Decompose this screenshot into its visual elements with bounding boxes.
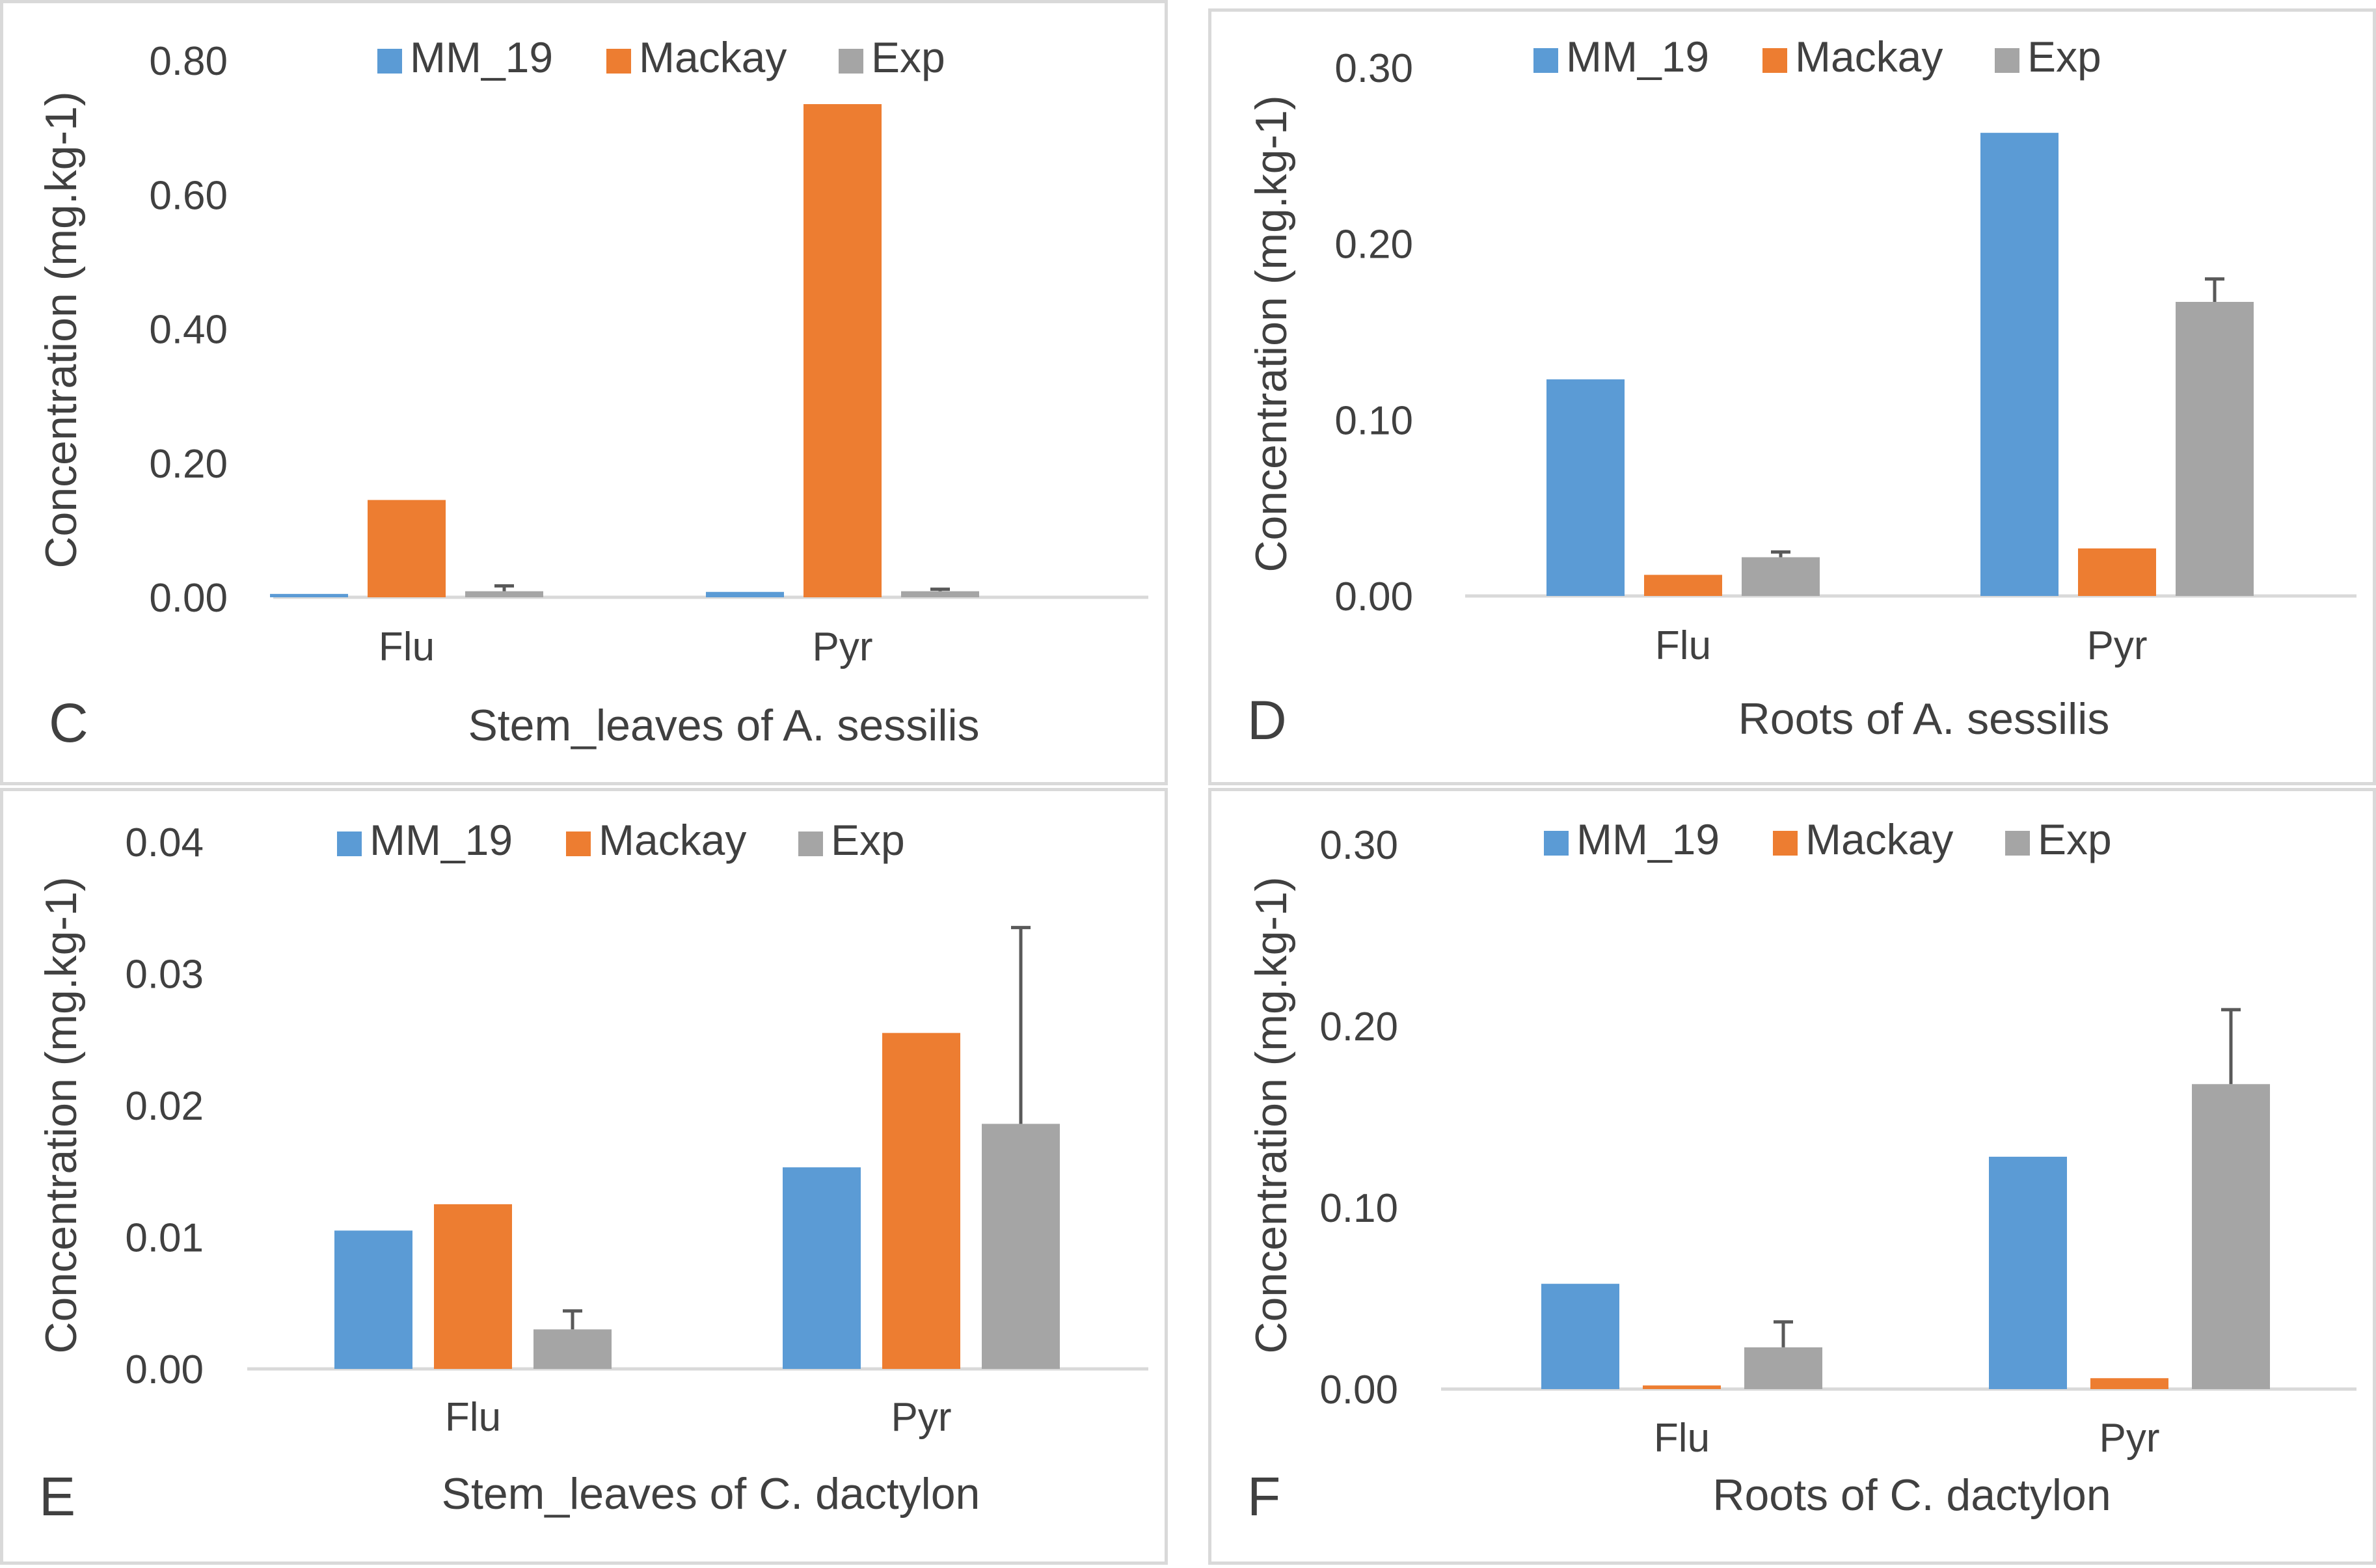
bar-mackay-pyr — [2090, 1378, 2168, 1389]
y-axis-label: Concentration (mg.kg-1) — [1247, 95, 1296, 572]
bar-exp-flu — [1744, 1347, 1822, 1389]
panel-e-stem-leaves-c-dactylon: 0.00 0.01 0.02 0.03 0.04 Flu Pyr MM_19 Mackay Exp… — [0, 788, 1168, 1565]
y-tick-label: 0.10 — [1334, 398, 1413, 443]
panel-letter: F — [1247, 1466, 1280, 1527]
panel-letter: C — [49, 692, 88, 753]
legend-label: Mackay — [599, 816, 746, 864]
bar-exp-flu — [465, 591, 543, 597]
legend-swatch — [1773, 831, 1798, 856]
bar-mm19-pyr — [706, 591, 784, 597]
chart-svg: 0.00 0.10 0.20 0.30 Flu Pyr MM_19 Mackay Exp Conc… — [1247, 33, 2356, 751]
legend-swatch — [337, 831, 362, 856]
chart-svg: 0.00 0.10 0.20 0.30 Flu Pyr MM_19 Mackay Exp Conc… — [1247, 815, 2356, 1527]
legend-swatch — [1995, 48, 2019, 73]
panel-letter: E — [39, 1466, 75, 1527]
bar-exp-flu — [533, 1329, 612, 1369]
y-tick-label: 0.10 — [1319, 1186, 1398, 1231]
legend-label: Exp — [871, 33, 945, 81]
chart-svg: 0.00 0.01 0.02 0.03 0.04 Flu Pyr MM_19 Mackay Exp… — [36, 816, 1148, 1527]
legend-label: Mackay — [1805, 815, 1953, 863]
legend-label: MM_19 — [410, 33, 553, 81]
legend-swatch — [606, 49, 631, 74]
bar-exp-flu — [1742, 557, 1820, 596]
y-tick-label: 0.03 — [125, 953, 204, 997]
legend-swatch — [566, 831, 591, 856]
legend-label: Mackay — [639, 33, 787, 81]
y-tick-label: 0.40 — [149, 308, 228, 353]
legend-swatch — [839, 49, 863, 74]
y-tick-label: 0.20 — [149, 442, 228, 487]
legend-label: Mackay — [1795, 33, 1943, 81]
y-tick-label: 0.01 — [125, 1216, 204, 1261]
legend-swatch — [2005, 831, 2030, 856]
x-tick-label: Flu — [445, 1395, 501, 1440]
y-tick-label: 0.04 — [125, 820, 204, 865]
x-tick-label: Pyr — [813, 625, 873, 669]
panel-letter: D — [1247, 690, 1287, 751]
bar-mm19-flu — [1546, 379, 1625, 596]
x-tick-label: Pyr — [2087, 623, 2148, 668]
bar-mm19-pyr — [1989, 1156, 2067, 1389]
legend-swatch — [1762, 48, 1787, 73]
bar-exp-pyr — [2176, 301, 2254, 596]
bar-mm19-pyr — [1980, 133, 2059, 596]
y-tick-label: 0.30 — [1334, 46, 1413, 91]
x-tick-label: Flu — [1654, 1416, 1710, 1461]
chart-title: Stem_leaves of A. sessilis — [468, 701, 979, 750]
legend-label: MM_19 — [1576, 815, 1720, 863]
panel-f-roots-c-dactylon: 0.00 0.10 0.20 0.30 Flu Pyr MM_19 Mackay Exp Conc… — [1208, 788, 2376, 1565]
chart-title: Roots of A. sessilis — [1738, 694, 2110, 744]
bar-mackay-flu — [434, 1204, 512, 1369]
chart-title: Stem_leaves of C. dactylon — [442, 1469, 980, 1519]
legend-label: Exp — [831, 816, 905, 864]
y-tick-label: 0.00 — [149, 576, 228, 621]
legend-swatch — [1533, 48, 1558, 73]
x-tick-label: Pyr — [2099, 1416, 2160, 1461]
bar-mm19-flu — [270, 593, 348, 597]
x-tick-label: Pyr — [891, 1395, 952, 1440]
bar-exp-pyr — [901, 591, 979, 597]
x-tick-label: Flu — [379, 625, 435, 669]
y-tick-label: 0.00 — [1319, 1368, 1398, 1413]
legend-swatch — [798, 831, 823, 856]
bar-exp-pyr — [2192, 1084, 2270, 1389]
legend-label: Exp — [2027, 33, 2101, 81]
bar-mm19-flu — [334, 1230, 412, 1369]
y-tick-label: 0.00 — [125, 1347, 204, 1392]
bar-mackay-pyr — [803, 104, 882, 597]
legend-swatch — [377, 49, 402, 74]
y-tick-label: 0.00 — [1334, 574, 1413, 619]
panel-d-roots-a-sessilis: 0.00 0.10 0.20 0.30 Flu Pyr MM_19 Mackay Exp Conc… — [1208, 8, 2376, 785]
chart-svg: 0.00 0.20 0.40 0.60 0.80 Flu Pyr MM_19 Mackay Exp… — [36, 33, 1148, 753]
legend-label: MM_19 — [1566, 33, 1709, 81]
y-axis-label: Concentration (mg.kg-1) — [36, 91, 86, 568]
y-tick-label: 0.60 — [149, 173, 228, 218]
legend-label: Exp — [2038, 815, 2112, 863]
y-axis-label: Concentration (mg.kg-1) — [36, 876, 86, 1353]
bar-exp-pyr — [982, 1124, 1060, 1369]
y-tick-label: 0.20 — [1319, 1005, 1398, 1049]
panel-c-stem-leaves-a-sessilis: 0.00 0.20 0.40 0.60 0.80 Flu Pyr MM_19 Mackay Exp… — [0, 0, 1168, 785]
bar-mackay-flu — [368, 500, 446, 597]
bar-mackay-flu — [1644, 574, 1722, 596]
y-tick-label: 0.20 — [1334, 223, 1413, 267]
y-tick-label: 0.80 — [149, 39, 228, 84]
x-tick-label: Flu — [1655, 623, 1711, 668]
bar-mackay-pyr — [2078, 548, 2156, 596]
y-tick-label: 0.02 — [125, 1084, 204, 1129]
legend-label: MM_19 — [370, 816, 513, 864]
bar-mm19-pyr — [783, 1167, 861, 1369]
chart-title: Roots of C. dactylon — [1712, 1470, 2111, 1520]
bar-mackay-pyr — [882, 1033, 960, 1369]
y-axis-label: Concentration (mg.kg-1) — [1247, 876, 1296, 1353]
bar-mackay-flu — [1643, 1385, 1721, 1389]
bar-mm19-flu — [1541, 1284, 1619, 1389]
legend-swatch — [1544, 831, 1569, 856]
y-tick-label: 0.30 — [1319, 823, 1398, 868]
